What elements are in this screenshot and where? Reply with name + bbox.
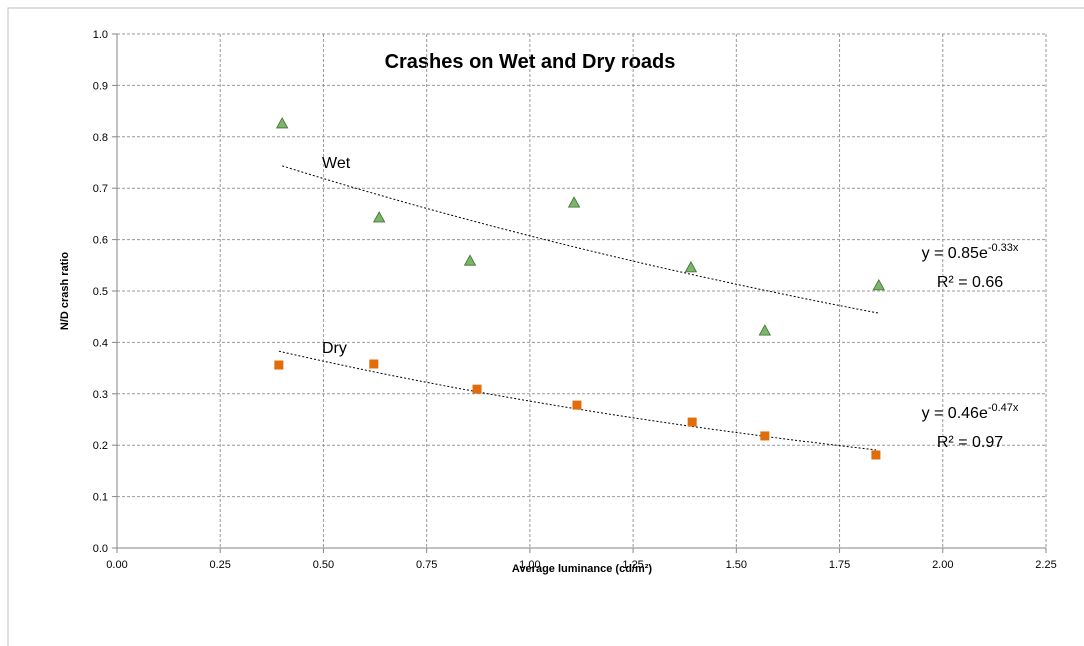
trendline: [282, 165, 879, 314]
point: [275, 117, 289, 129]
point: [463, 254, 477, 266]
y-tick-label: 0.4: [93, 337, 108, 349]
trendline-equation: y = 0.46e-0.47x: [922, 402, 1019, 422]
point: [572, 400, 582, 410]
x-tick-label: 0.50: [313, 559, 334, 571]
x-tick-label: 2.25: [1035, 559, 1056, 571]
y-tick-label: 0.7: [93, 183, 108, 195]
trendline: [278, 350, 876, 451]
y-tick-label: 0.0: [93, 543, 108, 555]
point: [567, 196, 581, 208]
trendline-r2: R² = 0.97: [937, 434, 1003, 451]
y-tick-label: 0.1: [93, 492, 108, 504]
trendline-r2: R² = 0.66: [937, 274, 1003, 291]
chart-frame: [7, 7, 1084, 646]
y-tick-label: 0.3: [93, 389, 108, 401]
point: [758, 324, 771, 336]
equation-base: y = 0.46e: [922, 405, 988, 422]
point: [687, 417, 697, 427]
y-tick-label: 0.2: [93, 440, 108, 452]
x-tick-label: 1.50: [726, 559, 747, 571]
point: [472, 384, 482, 394]
y-tick-label: 0.6: [93, 235, 108, 247]
trendline-equation: y = 0.85e-0.33x: [922, 242, 1019, 262]
x-tick-label: 0.00: [106, 559, 127, 571]
y-axis-label: N/D crash ratio: [59, 252, 71, 331]
point: [871, 450, 881, 460]
x-tick-label: 2.00: [932, 559, 953, 571]
equation-exponent: -0.33x: [988, 242, 1019, 254]
x-tick-label: 0.75: [416, 559, 437, 571]
x-tick-label: 1.75: [829, 559, 850, 571]
point: [760, 431, 770, 441]
point: [684, 261, 698, 273]
y-tick-label: 0.5: [93, 286, 108, 298]
point: [872, 279, 885, 291]
x-tick-label: 1.25: [622, 559, 643, 571]
series-label: Dry: [322, 340, 347, 357]
y-tick-label: 0.8: [93, 132, 108, 144]
x-axis-label: Average luminance (cd/m²): [512, 563, 653, 575]
y-tick-label: 1.0: [93, 29, 108, 41]
series-label: Wet: [322, 155, 351, 172]
point: [373, 211, 386, 223]
x-tick-label: 1.00: [519, 559, 540, 571]
x-tick-label: 0.25: [210, 559, 231, 571]
y-tick-label: 0.9: [93, 80, 108, 92]
equation-exponent: -0.47x: [988, 402, 1019, 414]
point: [274, 360, 284, 370]
equation-base: y = 0.85e: [922, 245, 988, 262]
point: [369, 359, 379, 369]
